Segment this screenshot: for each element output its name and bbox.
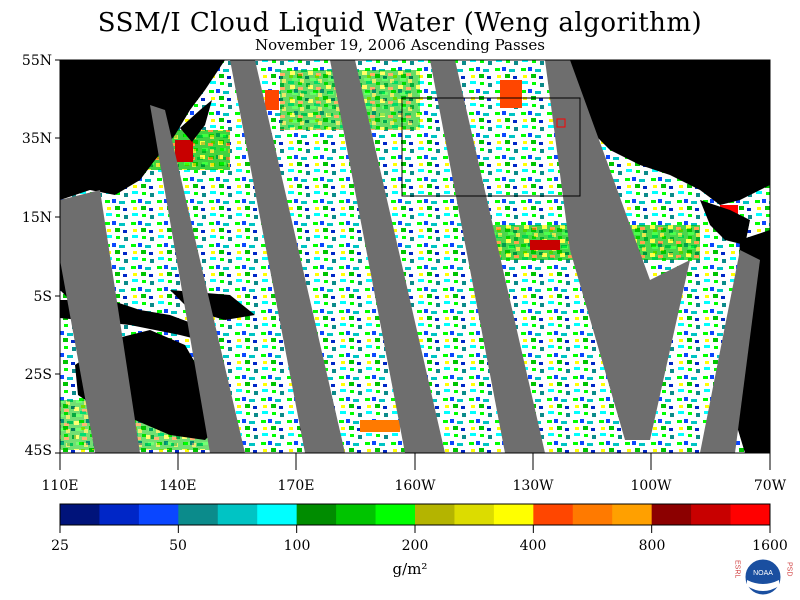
swath-gap: [230, 60, 345, 453]
swath-gap: [430, 60, 545, 453]
colorbar-swatch: [691, 504, 732, 525]
colorbar-swatch: [178, 504, 219, 525]
colorbar-tick-label: 800: [638, 538, 666, 554]
colorbar-swatch: [454, 504, 495, 525]
colorbar-swatch: [730, 504, 771, 525]
logo-center-text: NOAA: [753, 570, 773, 577]
colorbar-swatch: [336, 504, 377, 525]
colorbar-tick-label: 400: [519, 538, 547, 554]
colorbar-tick-label: 100: [283, 538, 311, 554]
colorbar-swatch: [493, 504, 534, 525]
swath-gap: [150, 105, 245, 453]
lon-label: 130W: [512, 478, 554, 494]
lon-label: 110E: [41, 478, 79, 494]
lat-ticks: [55, 59, 60, 454]
lat-label: 35N: [21, 131, 52, 147]
lon-label: 100W: [630, 478, 672, 494]
chart-subtitle: November 19, 2006 Ascending Passes: [255, 36, 545, 54]
colorbar-swatch: [138, 504, 179, 525]
colorbar-tick-label: 200: [401, 538, 429, 554]
north-america-land: [560, 60, 770, 205]
lon-label: 70W: [753, 478, 787, 494]
logo-left-letters: ESRL: [734, 560, 741, 578]
lon-label: 170E: [277, 478, 315, 494]
colorbar-swatch: [572, 504, 613, 525]
colorbar-swatch: [60, 504, 100, 525]
colorbar: [59, 503, 771, 533]
logo-right-letters: PSD: [786, 562, 793, 576]
station-marker: [556, 118, 566, 128]
colorbar-unit: g/m²: [392, 560, 428, 578]
colorbar-swatch: [257, 504, 298, 525]
lon-ticks: [59, 453, 771, 470]
colorbar-swatch: [533, 504, 574, 525]
lat-label: 25S: [24, 367, 52, 383]
land-masses: [60, 60, 770, 453]
chart-title: SSM/I Cloud Liquid Water (Weng algorithm…: [97, 8, 703, 38]
colorbar-tick-label: 25: [51, 538, 69, 554]
colorbar-swatch: [375, 504, 416, 525]
colorbar-tick-label: 1600: [752, 538, 788, 554]
missing-swaths: [60, 60, 760, 453]
swath-gap: [330, 60, 445, 453]
lon-label: 160W: [394, 478, 436, 494]
colorbar-swatch: [217, 504, 258, 525]
swath-gap: [545, 60, 690, 440]
lat-label: 55N: [21, 53, 52, 69]
colorbar-swatch: [651, 504, 692, 525]
lon-label: 140E: [159, 478, 197, 494]
asia-land: [60, 60, 225, 200]
lat-label: 5S: [33, 289, 53, 305]
lat-label: 15N: [21, 210, 52, 226]
lat-label: 45S: [24, 443, 52, 459]
colorbar-swatch: [415, 504, 455, 525]
colorbar-swatch: [612, 504, 653, 525]
colorbar-tick-label: 50: [169, 538, 187, 554]
japan-land: [180, 100, 212, 142]
inset-region-box: [401, 97, 581, 197]
swath-gap: [60, 190, 140, 453]
central-america-land: [700, 200, 750, 245]
colorbar-swatch: [296, 504, 337, 525]
noaa-logo: ESRL NOAA PSD: [734, 558, 793, 596]
colorbar-swatch: [99, 504, 140, 525]
swath-gap: [700, 250, 760, 453]
